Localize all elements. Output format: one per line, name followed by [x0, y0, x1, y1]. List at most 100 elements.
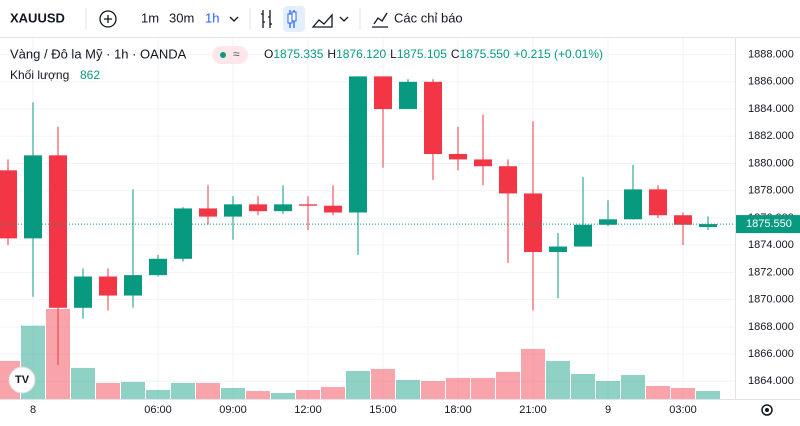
- candle-body: [124, 275, 142, 296]
- volume-bar: [146, 390, 170, 399]
- volume-bar: [571, 373, 595, 399]
- interval-button-active[interactable]: 1h: [205, 10, 219, 25]
- candle-body: [49, 155, 67, 308]
- candle-body: [0, 170, 17, 239]
- volume-bar: [71, 367, 95, 399]
- ohlc-label: L: [390, 47, 397, 61]
- volume-bar: [196, 382, 220, 399]
- ohlc-value: 1875.335: [273, 47, 323, 61]
- status-badge: [212, 46, 248, 64]
- candle-body: [149, 258, 167, 276]
- candle-body: [399, 81, 417, 110]
- candle-body: [299, 204, 317, 206]
- candle-body: [649, 189, 667, 216]
- candle-body: [74, 276, 92, 308]
- toolbar: [0, 0, 800, 37]
- status-icon: ≈: [233, 47, 240, 61]
- volume-value: 862: [80, 68, 100, 82]
- volume-bar: [296, 390, 320, 399]
- ohlc-value: 1876.120: [336, 47, 386, 61]
- volume-bar: [321, 386, 345, 399]
- indicators-icon[interactable]: [372, 12, 388, 28]
- y-tick-label: 1882.000: [748, 130, 794, 142]
- volume-bar: [471, 377, 495, 399]
- ohlc-label: O: [264, 47, 273, 61]
- volume-label: Khối lượng: [10, 68, 69, 82]
- y-tick-label: 1888.000: [748, 49, 794, 61]
- ohlc-value: 1875.550: [460, 47, 510, 61]
- volume-bar: [646, 386, 670, 399]
- x-tick-label: 9: [605, 404, 611, 416]
- volume-bar: [396, 379, 420, 399]
- last-price-box: [736, 215, 800, 234]
- candle-body: [99, 276, 117, 296]
- add-symbol-button[interactable]: [99, 10, 117, 28]
- volume-bar: [421, 381, 445, 399]
- tradingview-logo[interactable]: TV: [8, 366, 36, 394]
- x-tick-label: 12:00: [294, 404, 322, 416]
- volume-bar: [596, 381, 620, 399]
- ohlc-value: 1875.105: [397, 47, 447, 61]
- candle-body: [549, 246, 567, 252]
- area-style-button[interactable]: [311, 13, 333, 28]
- indicators-button[interactable]: Các chỉ báo: [394, 10, 463, 25]
- ohlc-label: H: [327, 47, 336, 61]
- candle-body: [474, 159, 492, 167]
- y-tick-label: 1880.000: [748, 157, 794, 169]
- x-tick-label: 8: [30, 404, 36, 416]
- volume-bar: [446, 377, 470, 399]
- y-tick-label: 1864.000: [748, 375, 794, 387]
- candle-body: [249, 204, 267, 212]
- candle-body: [374, 76, 392, 110]
- volume-bar: [371, 368, 395, 399]
- settings-button[interactable]: [761, 404, 773, 416]
- volume-bar: [546, 360, 570, 399]
- y-tick-label: 1886.000: [748, 76, 794, 88]
- change-value: +0.215 (+0.01%): [514, 47, 603, 61]
- candle-body: [224, 204, 242, 217]
- interval-button[interactable]: 30m: [169, 10, 194, 25]
- x-tick-label: 15:00: [369, 404, 397, 416]
- interval-button[interactable]: 1m: [141, 10, 159, 25]
- interval-dropdown[interactable]: [229, 16, 239, 22]
- x-tick-label: 18:00: [444, 404, 472, 416]
- volume-bar: [121, 381, 145, 399]
- candle-body: [699, 224, 717, 228]
- symbol[interactable]: XAUUSD: [10, 10, 65, 25]
- ohlc-label: C: [451, 47, 460, 61]
- volume-bar: [521, 348, 545, 399]
- candle-body: [449, 153, 467, 160]
- candle-body: [424, 81, 442, 154]
- candle-body: [349, 76, 367, 213]
- volume-bar: [496, 371, 520, 399]
- y-tick-label: 1870.000: [748, 294, 794, 306]
- volume-bar: [621, 374, 645, 399]
- volume-bar: [246, 391, 270, 399]
- y-tick-label: 1866.000: [748, 348, 794, 360]
- legend-title: Vàng / Đô la Mỹ · 1h · OANDA: [10, 46, 187, 61]
- volume-bar: [696, 391, 720, 399]
- candle-body: [174, 208, 192, 259]
- volume-bar: [171, 382, 195, 399]
- svg-text:TV: TV: [15, 374, 30, 386]
- candle-body: [674, 215, 692, 225]
- volume-bar: [96, 382, 120, 399]
- y-tick-label: 1878.000: [748, 185, 794, 197]
- candle-body: [199, 208, 217, 217]
- volume-bar: [346, 370, 370, 399]
- candle-body: [324, 205, 342, 213]
- volume-bar: [221, 387, 245, 399]
- style-dropdown[interactable]: [339, 16, 349, 22]
- x-tick-label: 03:00: [669, 404, 697, 416]
- last-price-label: 1875.550: [746, 218, 792, 230]
- candle-body: [24, 155, 42, 239]
- y-tick-label: 1884.000: [748, 103, 794, 115]
- volume-bar: [271, 392, 295, 399]
- bars-style-button[interactable]: [261, 10, 272, 28]
- candle-body: [499, 166, 517, 194]
- volume-bar: [671, 387, 695, 399]
- candle-body: [624, 189, 642, 220]
- candle-body: [274, 204, 292, 212]
